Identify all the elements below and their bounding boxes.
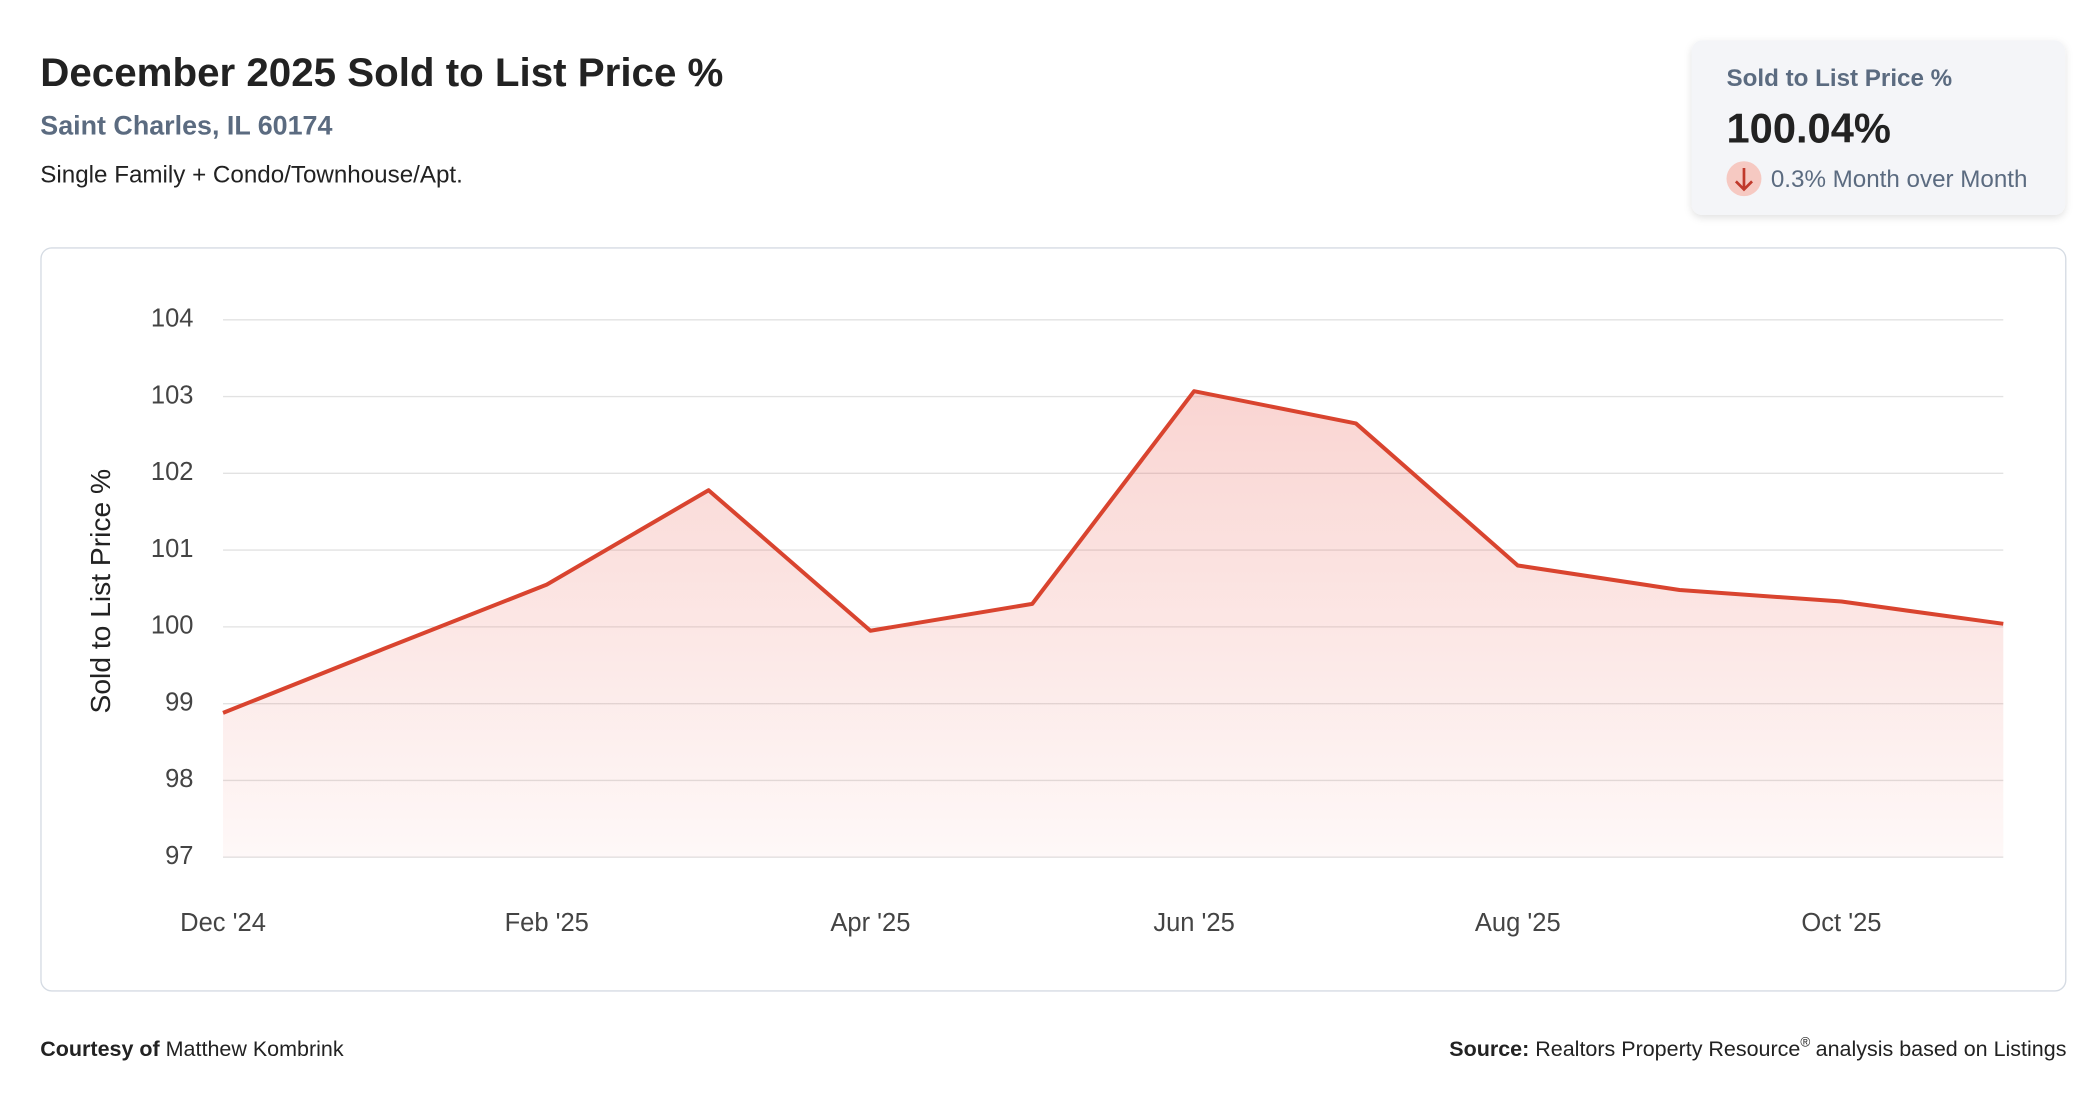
y-tick-label: 97 — [165, 842, 193, 870]
y-tick-label: 104 — [151, 305, 194, 333]
kpi-label: Sold to List Price % — [1727, 65, 1953, 92]
line — [222, 389, 2004, 715]
area — [223, 391, 2004, 858]
kpi-change: 0.3% Month over Month — [1771, 166, 2028, 193]
x-tick-label: Apr '25 — [830, 909, 910, 937]
source: Source: Realtors Property Resource® analy… — [1449, 1035, 2066, 1061]
kpi-card — [1691, 40, 2066, 215]
source-label: Source: — [1449, 1037, 1529, 1061]
location: Saint Charles, IL 60174 — [40, 110, 332, 140]
property-types: Single Family + Condo/Townhouse/Apt. — [40, 162, 463, 189]
source-mark: ® — [1800, 1035, 1810, 1050]
source-suffix: analysis based on Listings — [1816, 1037, 2067, 1061]
x-tick-label: Dec '24 — [180, 909, 266, 937]
source-text: Realtors Property Resource — [1535, 1037, 1800, 1061]
plot: 97 98 99 100 101 102 103 104 Dec '24 Feb '25 Apr '… — [151, 305, 2004, 937]
y-tick-label: 101 — [151, 535, 194, 563]
y-tick-label: 103 — [151, 381, 194, 409]
y-tick-label: 98 — [165, 765, 193, 793]
courtesy: Courtesy of Matthew Kombrink — [40, 1037, 344, 1061]
y-tick-label: 99 — [165, 688, 193, 716]
x-tick-label: Feb '25 — [505, 909, 589, 937]
courtesy-label: Courtesy of — [40, 1037, 160, 1061]
y-axis-label: Sold to List Price % — [84, 469, 116, 714]
y-tick-label: 102 — [151, 458, 194, 486]
kpi-value: 100.04% — [1727, 104, 1891, 151]
courtesy-name: Matthew Kombrink — [166, 1037, 344, 1061]
x-tick-label: Oct '25 — [1801, 909, 1881, 937]
x-tick-label: Jun '25 — [1153, 909, 1234, 937]
title: December 2025 Sold to List Price % — [40, 50, 723, 95]
x-tick-label: Aug '25 — [1475, 909, 1561, 937]
y-tick-label: 100 — [151, 612, 194, 640]
down-arrow — [1734, 167, 1753, 192]
